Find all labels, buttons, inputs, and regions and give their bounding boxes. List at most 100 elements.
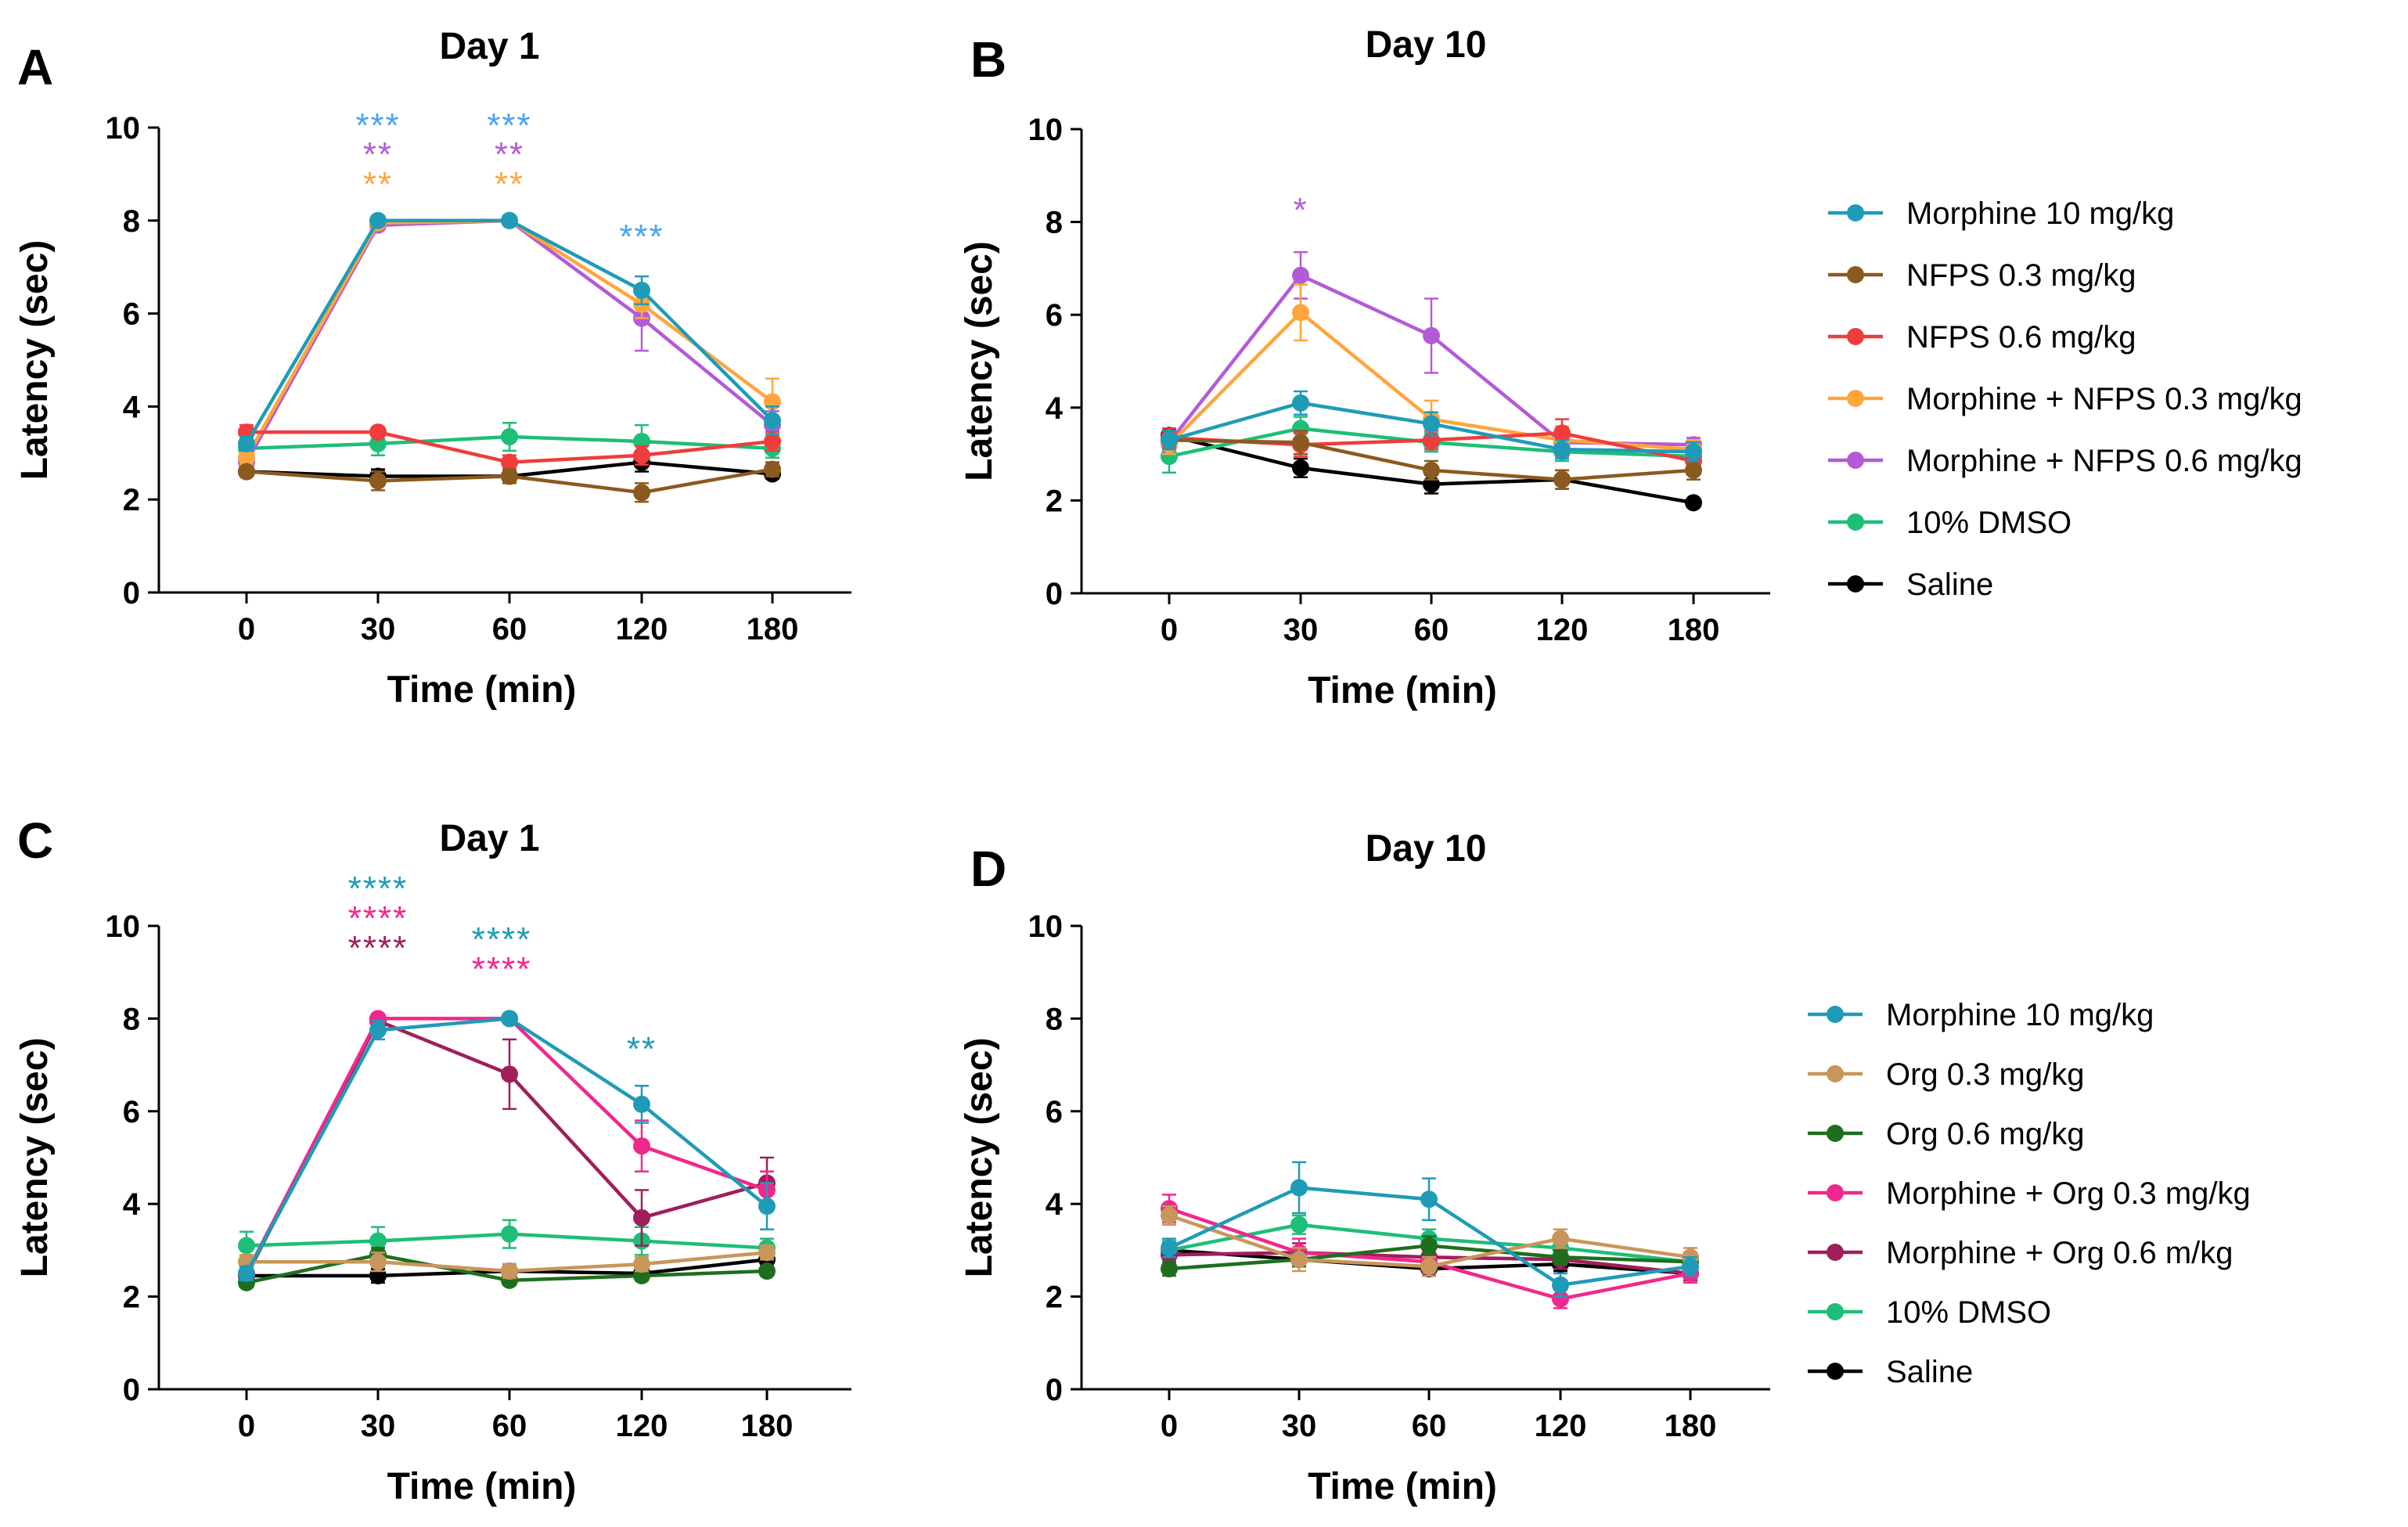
data-point <box>1423 461 1440 479</box>
data-point <box>238 1237 255 1255</box>
data-point <box>1292 266 1309 284</box>
legend-label: 10% DMSO <box>1906 506 2071 540</box>
legend-marker <box>1827 1363 1844 1380</box>
data-point <box>1161 1239 1178 1257</box>
data-point <box>633 446 650 464</box>
series-10-dmso <box>238 1219 776 1261</box>
x-tick-label: 180 <box>747 612 799 646</box>
y-tick-label: 4 <box>123 1187 141 1222</box>
panel-title: Day 10 <box>1366 24 1487 66</box>
data-point <box>1685 443 1702 461</box>
data-point <box>1161 1207 1178 1224</box>
data-point <box>1552 1276 1569 1294</box>
data-point <box>1290 1215 1308 1233</box>
x-tick-label: 180 <box>1668 613 1720 647</box>
x-tick-label: 60 <box>492 612 527 646</box>
legend-marker <box>1827 1065 1844 1082</box>
legend-label: Morphine + Org 0.6 m/kg <box>1886 1236 2233 1270</box>
x-tick-label: 120 <box>1535 1409 1587 1443</box>
data-point <box>369 1021 387 1039</box>
x-tick-label: 60 <box>1412 1409 1447 1443</box>
x-tick-label: 0 <box>238 1409 255 1443</box>
legend-marker <box>1827 1184 1844 1201</box>
x-tick-label: 120 <box>616 1409 668 1443</box>
series-nfps-0-6-mg-kg <box>238 423 781 471</box>
legend-top: Morphine 10 mg/kg NFPS 0.3 mg/kg NFPS 0.6 … <box>1828 196 2302 602</box>
panel-b: B Day 10 0 2 4 6 8 10 0 30 60 120 180 Time (min) Laten… <box>959 24 1770 711</box>
legend-marker <box>1827 1125 1844 1142</box>
legend-marker <box>1847 204 1864 221</box>
significance-stars: ** <box>627 1030 657 1068</box>
data-point <box>501 1262 518 1280</box>
y-tick-label: 0 <box>1046 577 1063 611</box>
data-point <box>238 463 255 481</box>
legend-item: 10% DMSO <box>1828 506 2071 540</box>
data-point <box>764 460 781 478</box>
data-point <box>764 432 781 450</box>
data-point <box>1553 441 1571 459</box>
significance-stars: ** <box>495 165 524 203</box>
y-axis-label: Latency (sec) <box>959 1038 1000 1278</box>
data-point <box>369 472 387 490</box>
y-tick-label: 4 <box>1046 391 1064 426</box>
y-tick-label: 2 <box>1046 484 1063 518</box>
data-point <box>633 1255 650 1273</box>
y-tick-label: 6 <box>123 297 140 332</box>
significance-stars: ** <box>363 165 393 203</box>
legend-label: NFPS 0.6 mg/kg <box>1906 320 2136 355</box>
data-point <box>1290 1179 1308 1197</box>
x-axis-label: Time (min) <box>1308 1466 1497 1507</box>
data-point <box>501 1225 518 1243</box>
legend-label: 10% DMSO <box>1886 1295 2051 1330</box>
panel-letter: D <box>970 841 1006 897</box>
data-point <box>1290 1251 1308 1269</box>
data-point <box>1292 459 1309 477</box>
data-point <box>633 1095 650 1113</box>
data-point <box>369 211 387 229</box>
panel-title: Day 10 <box>1366 828 1487 870</box>
x-tick-label: 180 <box>741 1409 794 1443</box>
y-axis-label: Latency (sec) <box>959 241 1000 481</box>
x-axis-label: Time (min) <box>387 1466 577 1507</box>
x-tick-label: 0 <box>238 612 255 646</box>
legend-label: Org 0.3 mg/kg <box>1886 1057 2084 1092</box>
legend-item: NFPS 0.6 mg/kg <box>1828 320 2136 355</box>
panel-d: D Day 10 0 2 4 6 8 10 0 30 60 120 180 Time (min) Laten… <box>959 828 1770 1507</box>
series-morphine-10-mg-kg <box>238 211 781 452</box>
legend-item: NFPS 0.3 mg/kg <box>1828 258 2136 293</box>
data-point <box>1553 470 1571 488</box>
legend-marker <box>1827 1006 1844 1023</box>
data-point <box>501 1065 518 1083</box>
legend-item: Morphine 10 mg/kg <box>1808 998 2154 1032</box>
legend-label: Saline <box>1906 567 1993 602</box>
y-axis-label: Latency (sec) <box>14 240 56 481</box>
legend-item: Morphine + NFPS 0.3 mg/kg <box>1828 382 2302 416</box>
significance-stars: ** <box>495 135 524 174</box>
data-point <box>758 1262 776 1280</box>
legend-bottom: Morphine 10 mg/kg Org 0.3 mg/kg Org 0.6 mg… <box>1808 998 2251 1389</box>
series-line <box>245 218 774 445</box>
series-10-dmso <box>238 421 781 459</box>
y-tick-label: 2 <box>123 1280 140 1315</box>
data-point <box>238 434 255 452</box>
y-tick-label: 2 <box>123 483 140 517</box>
x-tick-label: 30 <box>1283 613 1319 647</box>
data-point <box>1420 1190 1438 1208</box>
legend-marker <box>1847 513 1864 531</box>
significance-stars: ** <box>363 135 393 174</box>
legend-label: NFPS 0.3 mg/kg <box>1906 258 2136 293</box>
legend-item: Morphine + Org 0.6 m/kg <box>1808 1236 2233 1270</box>
x-tick-label: 0 <box>1161 613 1178 647</box>
panel-title: Day 1 <box>439 26 539 67</box>
x-tick-label: 0 <box>1161 1409 1178 1443</box>
legend-item: Morphine + NFPS 0.6 mg/kg <box>1828 444 2302 478</box>
data-point <box>633 1208 650 1226</box>
x-tick-label: 120 <box>1536 613 1589 647</box>
legend-marker <box>1847 390 1864 407</box>
y-tick-label: 6 <box>1046 298 1063 333</box>
y-tick-label: 10 <box>106 909 141 944</box>
data-point <box>1423 326 1440 344</box>
data-point <box>1552 1290 1569 1308</box>
panel-c: C Day 1 0 2 4 6 8 10 0 30 60 120 180 Time (min) Latenc… <box>14 812 851 1507</box>
